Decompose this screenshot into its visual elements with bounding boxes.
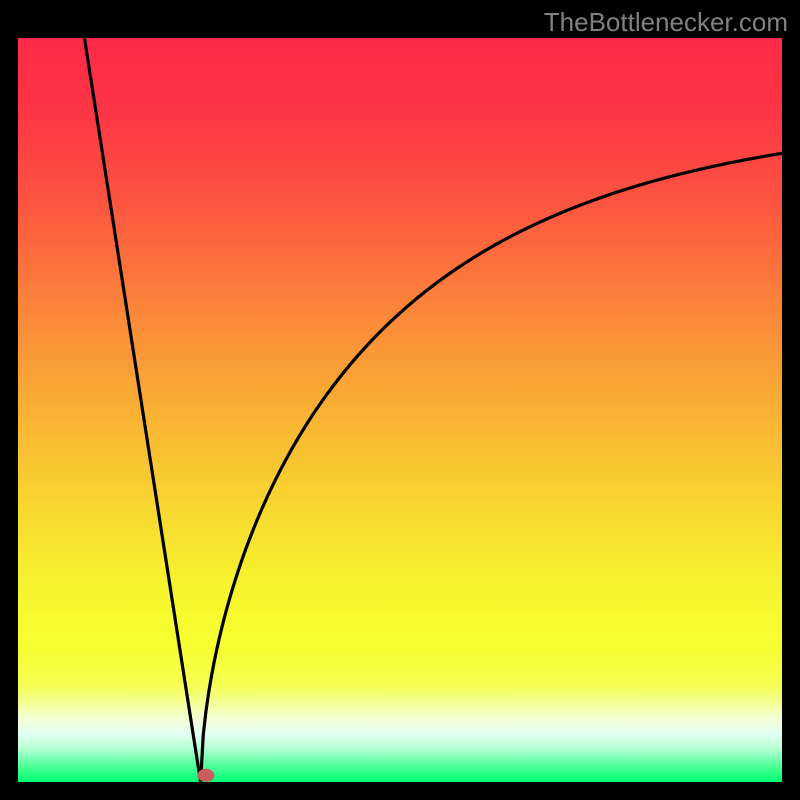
bottleneck-chart: TheBottlenecker.com [0, 0, 800, 800]
chart-container: TheBottlenecker.com [0, 0, 800, 800]
optimal-point-marker [197, 769, 214, 782]
chart-gradient-background [18, 38, 782, 782]
watermark-text: TheBottlenecker.com [544, 7, 788, 37]
